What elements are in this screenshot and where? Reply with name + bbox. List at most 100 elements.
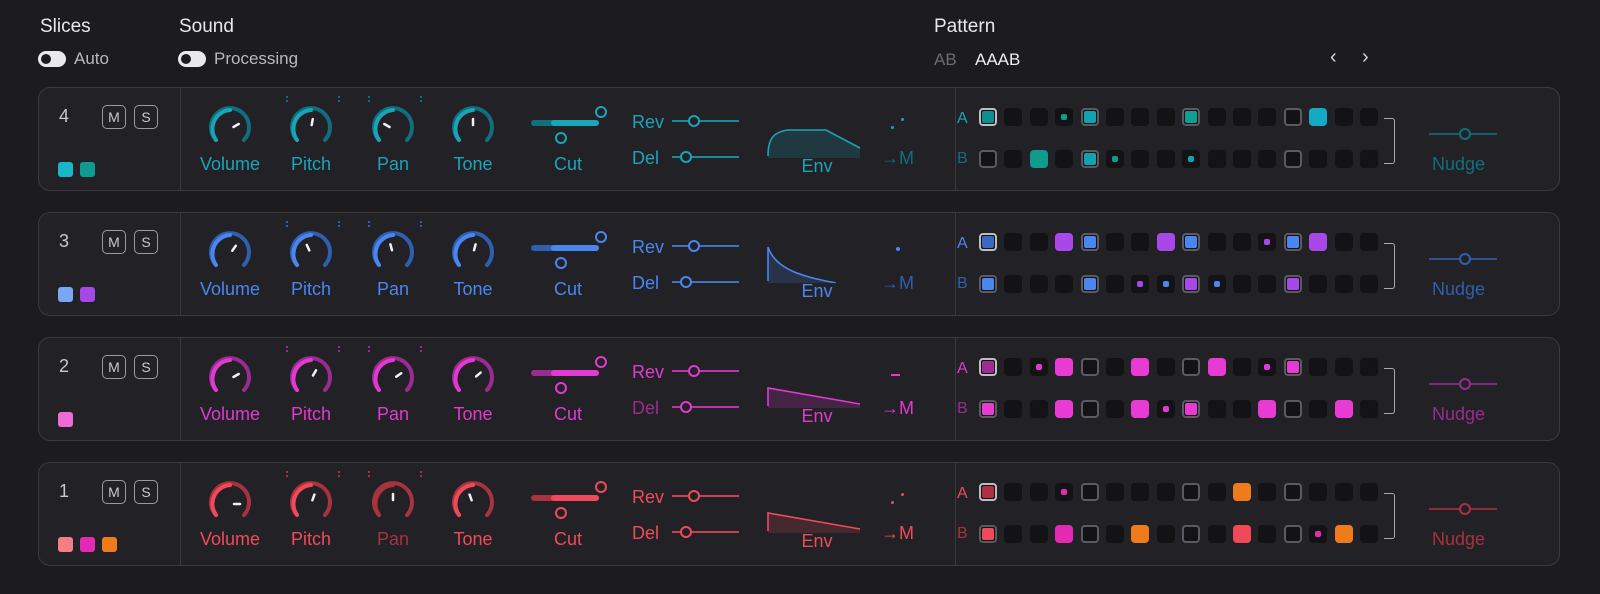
step-A-7[interactable] bbox=[1131, 358, 1150, 376]
cut-control[interactable] bbox=[531, 356, 607, 396]
cut-low-handle[interactable] bbox=[555, 507, 567, 519]
pitch-knob[interactable] bbox=[288, 106, 334, 152]
step-B-14[interactable] bbox=[1309, 275, 1328, 293]
slider-knob[interactable] bbox=[680, 526, 692, 538]
step-B-7[interactable] bbox=[1131, 275, 1150, 293]
step-B-8[interactable] bbox=[1156, 275, 1175, 293]
solo-button[interactable]: S bbox=[134, 105, 158, 129]
rev-slider[interactable] bbox=[672, 365, 739, 377]
slider-knob[interactable] bbox=[688, 240, 700, 252]
cut-high-handle[interactable] bbox=[595, 106, 607, 118]
step-A-13[interactable] bbox=[1283, 358, 1302, 376]
to-master-button[interactable]: →M bbox=[881, 523, 914, 543]
step-A-15[interactable] bbox=[1334, 358, 1353, 376]
pitch-knob-dial[interactable] bbox=[288, 106, 334, 152]
step-B-6[interactable] bbox=[1106, 275, 1124, 293]
rev-slider[interactable] bbox=[672, 490, 739, 502]
nudge-slider[interactable] bbox=[1429, 378, 1497, 390]
step-A-10[interactable] bbox=[1207, 233, 1226, 251]
slider-knob[interactable] bbox=[1459, 253, 1471, 265]
step-A-1[interactable] bbox=[979, 358, 997, 376]
step-A-12[interactable] bbox=[1258, 233, 1277, 251]
to-master-button[interactable]: →M bbox=[881, 148, 914, 168]
pan-knob[interactable] bbox=[370, 481, 416, 527]
step-B-6[interactable] bbox=[1106, 150, 1124, 168]
rev-slider[interactable] bbox=[672, 240, 739, 252]
to-master-button[interactable]: →M bbox=[881, 398, 914, 418]
step-A-2[interactable] bbox=[1004, 483, 1023, 501]
step-A-1[interactable] bbox=[979, 108, 997, 126]
step-B-11[interactable] bbox=[1233, 150, 1251, 168]
slider-knob[interactable] bbox=[680, 276, 692, 288]
step-B-13[interactable] bbox=[1283, 400, 1302, 418]
pitch-knob[interactable] bbox=[288, 481, 334, 527]
step-B-4[interactable] bbox=[1055, 275, 1074, 293]
tone-knob[interactable] bbox=[450, 231, 496, 277]
rev-slider[interactable] bbox=[672, 115, 739, 127]
step-B-1[interactable] bbox=[979, 275, 997, 293]
tone-knob-dial[interactable] bbox=[450, 106, 496, 152]
step-B-10[interactable] bbox=[1207, 400, 1226, 418]
step-A-15[interactable] bbox=[1334, 483, 1353, 501]
step-B-3[interactable] bbox=[1029, 400, 1048, 418]
step-A-4[interactable] bbox=[1055, 108, 1074, 126]
slider-knob[interactable] bbox=[1459, 128, 1471, 140]
envelope-control[interactable] bbox=[766, 118, 862, 158]
step-B-12[interactable] bbox=[1258, 525, 1277, 543]
step-A-8[interactable] bbox=[1156, 483, 1175, 501]
tone-knob-dial[interactable] bbox=[450, 231, 496, 277]
step-B-1[interactable] bbox=[979, 400, 997, 418]
envelope-control[interactable] bbox=[766, 493, 862, 533]
solo-button[interactable]: S bbox=[134, 480, 158, 504]
step-B-10[interactable] bbox=[1207, 525, 1226, 543]
cut-control[interactable] bbox=[531, 231, 607, 271]
step-B-9[interactable] bbox=[1182, 150, 1201, 168]
step-A-8[interactable] bbox=[1156, 358, 1175, 376]
step-B-15[interactable] bbox=[1334, 275, 1353, 293]
step-A-10[interactable] bbox=[1207, 358, 1226, 376]
step-A-16[interactable] bbox=[1360, 358, 1378, 376]
envelope-control[interactable] bbox=[766, 368, 862, 408]
step-B-9[interactable] bbox=[1182, 525, 1201, 543]
step-B-13[interactable] bbox=[1283, 275, 1302, 293]
volume-knob-dial[interactable] bbox=[207, 231, 253, 277]
step-B-2[interactable] bbox=[1004, 150, 1023, 168]
tone-knob[interactable] bbox=[450, 356, 496, 402]
step-A-9[interactable] bbox=[1182, 358, 1201, 376]
solo-button[interactable]: S bbox=[134, 230, 158, 254]
cut-control[interactable] bbox=[531, 106, 607, 146]
slider-knob[interactable] bbox=[688, 490, 700, 502]
step-B-16[interactable] bbox=[1360, 150, 1378, 168]
step-B-4[interactable] bbox=[1055, 525, 1074, 543]
step-A-2[interactable] bbox=[1004, 108, 1023, 126]
next-pattern-button[interactable]: › bbox=[1362, 46, 1369, 68]
pan-knob[interactable] bbox=[370, 356, 416, 402]
step-B-9[interactable] bbox=[1182, 400, 1201, 418]
del-slider[interactable] bbox=[672, 276, 739, 288]
step-A-7[interactable] bbox=[1131, 483, 1150, 501]
slice-color-swatch[interactable] bbox=[80, 162, 95, 177]
step-A-2[interactable] bbox=[1004, 358, 1023, 376]
step-B-12[interactable] bbox=[1258, 150, 1277, 168]
auto-switch[interactable] bbox=[38, 51, 66, 67]
step-A-13[interactable] bbox=[1283, 233, 1302, 251]
step-B-15[interactable] bbox=[1334, 150, 1353, 168]
step-A-8[interactable] bbox=[1156, 108, 1175, 126]
step-A-3[interactable] bbox=[1029, 358, 1048, 376]
nudge-slider[interactable] bbox=[1429, 253, 1497, 265]
step-B-5[interactable] bbox=[1080, 400, 1099, 418]
step-A-1[interactable] bbox=[979, 483, 997, 501]
slider-knob[interactable] bbox=[688, 115, 700, 127]
del-slider[interactable] bbox=[672, 401, 739, 413]
step-A-11[interactable] bbox=[1233, 358, 1251, 376]
cut-high-handle[interactable] bbox=[595, 481, 607, 493]
envelope-graph[interactable] bbox=[766, 243, 862, 283]
step-A-15[interactable] bbox=[1334, 108, 1353, 126]
step-A-5[interactable] bbox=[1080, 483, 1099, 501]
step-A-5[interactable] bbox=[1080, 233, 1099, 251]
step-B-13[interactable] bbox=[1283, 525, 1302, 543]
step-A-16[interactable] bbox=[1360, 233, 1378, 251]
step-B-3[interactable] bbox=[1029, 275, 1048, 293]
cut-control[interactable] bbox=[531, 481, 607, 521]
step-A-13[interactable] bbox=[1283, 108, 1302, 126]
